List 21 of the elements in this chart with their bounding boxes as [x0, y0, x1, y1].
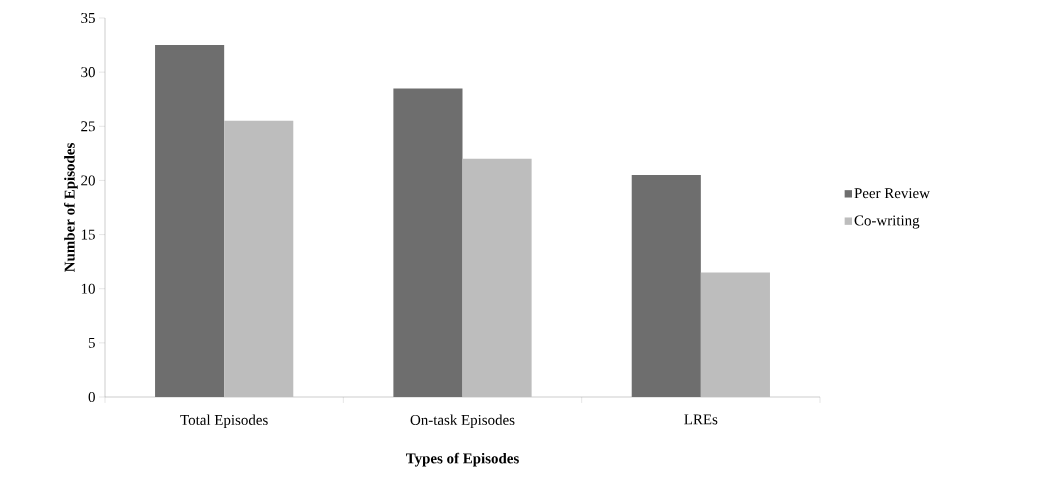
bar: [700, 272, 770, 397]
y-tick-label: 5: [88, 337, 95, 348]
bar: [155, 45, 225, 397]
bar: [631, 175, 701, 397]
x-axis-title: Types of Episodes: [405, 452, 519, 467]
x-tick-label: On-task Episodes: [410, 414, 515, 429]
x-tick-label: Total Episodes: [180, 414, 268, 429]
legend-label: Peer Review: [854, 188, 930, 199]
legend-label: Co-writing: [854, 215, 920, 229]
x-tick-label: LREs: [684, 414, 718, 425]
y-tick-label: 30: [81, 67, 95, 78]
bar: [393, 88, 463, 397]
bar: [224, 120, 294, 397]
y-tick-label: 20: [81, 175, 95, 186]
bar: [462, 158, 532, 397]
y-tick-label: 15: [81, 229, 95, 240]
y-tick-label: 25: [81, 121, 95, 132]
y-tick-label: 35: [81, 12, 95, 24]
y-axis-title: Number of Episodes: [64, 143, 78, 272]
y-tick-label: 10: [81, 283, 95, 294]
y-tick-label: 0: [88, 391, 95, 403]
